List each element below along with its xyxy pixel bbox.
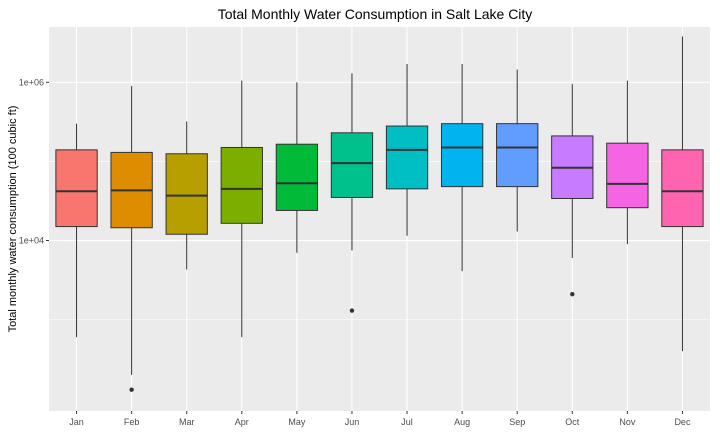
iqr-box [165, 153, 208, 235]
box-may [275, 82, 319, 253]
box-apr [220, 80, 263, 338]
box-jan [55, 123, 98, 338]
box-oct [551, 84, 594, 297]
iqr-box [440, 123, 484, 188]
x-tick-label: Dec [674, 417, 691, 427]
box-feb [110, 85, 153, 392]
iqr-box [496, 123, 539, 188]
x-tick-label: Sep [509, 417, 525, 427]
box-mar [165, 121, 208, 270]
iqr-box [661, 149, 704, 228]
box-nov [606, 80, 649, 245]
x-tick-label: Jul [401, 417, 413, 427]
iqr-box [220, 146, 263, 224]
x-tick-label: Feb [124, 417, 140, 427]
box-sep [496, 69, 539, 232]
box-jun [330, 73, 374, 313]
box-series [55, 36, 704, 392]
box-dec [661, 36, 704, 352]
iqr-box [275, 143, 319, 211]
x-tick-label: Nov [619, 417, 636, 427]
chart-title: Total Monthly Water Consumption in Salt … [218, 6, 533, 22]
y-tick-label: 1e+04 [19, 236, 44, 246]
y-axis: 1e+04 1e+06 [19, 77, 49, 246]
outlier-point [349, 308, 355, 313]
x-tick-label: Jun [345, 417, 360, 427]
x-tick-label: Aug [454, 417, 470, 427]
x-axis: Jan Feb Mar Apr May Jun Jul Aug Sep Oct Nov Dec [69, 411, 691, 427]
y-axis-label: Total monthly water consumption (100 cub… [7, 106, 19, 333]
iqr-box [606, 142, 649, 209]
plot-panel [49, 27, 710, 411]
x-tick-label: Mar [179, 417, 195, 427]
y-tick-label: 1e+06 [19, 77, 44, 87]
x-tick-label: Oct [565, 417, 580, 427]
iqr-box [55, 149, 98, 228]
x-tick-label: May [288, 417, 306, 427]
x-tick-label: Jan [69, 417, 84, 427]
minor-gridlines [49, 161, 710, 320]
outlier-point [129, 387, 134, 392]
outlier-point [570, 291, 575, 297]
iqr-box [330, 132, 374, 198]
iqr-box [385, 125, 429, 190]
box-aug [440, 64, 484, 272]
box-jul [385, 64, 429, 236]
x-tick-label: Apr [235, 417, 249, 427]
